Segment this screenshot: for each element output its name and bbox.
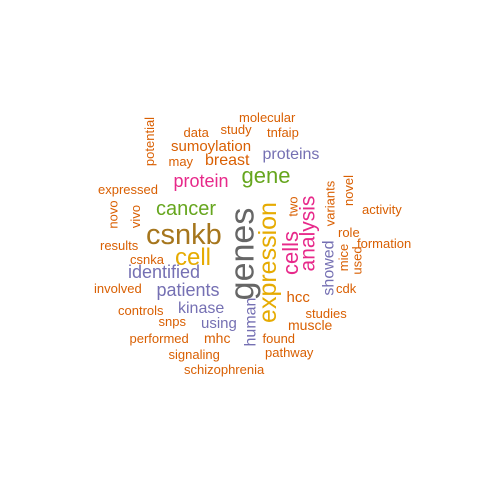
word-used: used [349,245,365,275]
word-variants: variants [322,180,338,226]
word-schizophrenia: schizophrenia [184,361,265,377]
word-potential: potential [141,116,157,166]
word-identified: identified [128,262,201,282]
word-formation: formation [357,235,412,251]
word-expressed: expressed [98,181,158,197]
word-cell: cell [175,244,212,271]
word-studies: studies [305,305,347,321]
word-activity: activity [362,201,402,217]
word-involved: involved [94,280,142,296]
word-tnfaip: tnfaip [267,124,299,140]
word-patients: patients [156,280,220,300]
word-novo: novo [105,199,121,229]
word-mhc: mhc [204,330,231,346]
word-vivo: vivo [127,204,143,228]
word-molecular: molecular [239,109,296,125]
word-results: results [100,237,139,253]
word-csnka: csnka [130,251,164,267]
word-cdk: cdk [336,280,357,296]
word-pathway: pathway [265,344,314,360]
word-mice: mice [335,243,351,271]
word-data: data [183,124,209,140]
word-controls: controls [118,302,164,318]
word-using: using [201,314,237,332]
word-study: study [220,121,252,137]
word-signaling: signaling [168,346,220,362]
word-breast: breast [205,152,250,169]
word-two: two [285,195,301,217]
word-csnkb: csnkb [146,218,222,251]
word-snps: snps [158,313,186,329]
word-hcc: hcc [286,288,310,306]
word-gene: gene [241,163,291,188]
word-novel: novel [340,174,356,206]
word-may: may [168,153,194,169]
word-cancer: cancer [156,198,217,220]
word-found: found [262,330,296,346]
word-muscle: muscle [288,317,333,333]
word-performed: performed [129,330,189,346]
word-showed: showed [320,240,338,296]
word-human: human [241,297,259,347]
word-sumoylation: sumoylation [171,137,252,155]
word-role: role [338,224,360,240]
word-kinase: kinase [178,300,225,317]
word-proteins: proteins [262,146,320,163]
word-protein: protein [173,171,229,191]
